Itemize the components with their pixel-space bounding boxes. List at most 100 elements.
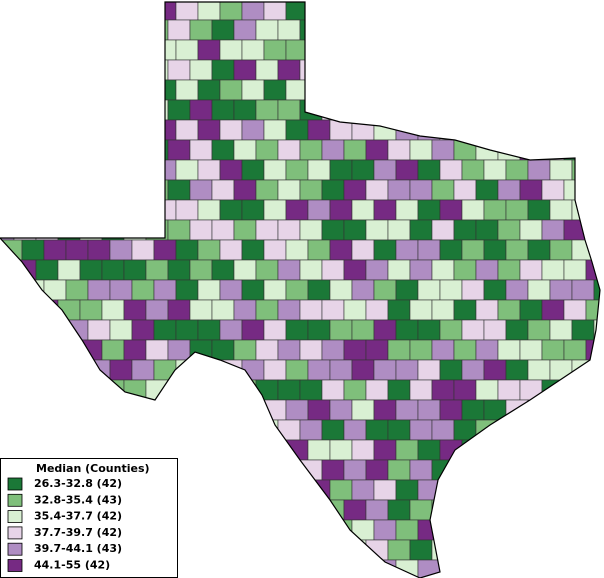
legend-swatch — [7, 559, 23, 572]
county — [263, 319, 287, 341]
county — [307, 159, 331, 181]
county — [549, 439, 573, 461]
county — [167, 219, 191, 241]
legend-swatch — [7, 542, 23, 556]
county — [167, 59, 191, 81]
county — [439, 279, 463, 301]
county — [175, 519, 199, 541]
county — [373, 239, 397, 261]
county — [365, 179, 389, 201]
county — [0, 2, 23, 21]
county — [175, 399, 199, 421]
county — [439, 2, 463, 21]
county — [79, 99, 103, 121]
county — [453, 259, 477, 281]
county — [417, 519, 441, 541]
county — [549, 39, 573, 61]
county — [527, 319, 551, 341]
county — [497, 179, 521, 201]
county — [461, 479, 485, 501]
county — [13, 179, 37, 201]
county — [417, 399, 441, 421]
county — [439, 199, 463, 221]
county — [585, 339, 600, 361]
county — [475, 99, 499, 121]
county — [549, 359, 573, 381]
county — [263, 559, 287, 578]
county — [101, 379, 125, 401]
county — [43, 39, 67, 61]
county — [373, 519, 397, 541]
county — [43, 359, 67, 381]
county — [175, 159, 199, 181]
county — [175, 119, 199, 141]
county — [365, 219, 389, 241]
county — [101, 299, 125, 321]
county — [387, 419, 411, 441]
county — [35, 379, 59, 401]
county — [549, 479, 573, 501]
county — [277, 299, 301, 321]
county — [417, 359, 441, 381]
county — [571, 519, 595, 541]
county — [109, 399, 133, 421]
county — [21, 359, 45, 381]
county — [0, 339, 15, 361]
county — [13, 339, 37, 361]
county — [563, 99, 587, 121]
county — [189, 499, 213, 521]
county — [307, 319, 331, 341]
county — [439, 559, 463, 578]
county — [571, 39, 595, 61]
county — [219, 479, 243, 501]
county — [585, 99, 600, 121]
county — [461, 119, 485, 141]
county — [505, 79, 529, 101]
county — [483, 479, 507, 501]
county — [563, 19, 587, 41]
county — [189, 19, 213, 41]
county — [505, 159, 529, 181]
county — [549, 399, 573, 421]
county — [329, 439, 353, 461]
county — [299, 19, 323, 41]
county — [21, 239, 45, 261]
county — [0, 19, 15, 41]
legend-label: 44.1-55 (42) — [34, 559, 110, 572]
county — [343, 339, 367, 361]
county — [585, 539, 600, 561]
county — [285, 239, 309, 261]
county — [189, 99, 213, 121]
county — [549, 239, 573, 261]
county — [373, 439, 397, 461]
county — [527, 399, 551, 421]
county — [343, 19, 367, 41]
county — [0, 419, 15, 441]
county — [365, 459, 389, 481]
county — [0, 379, 15, 401]
county — [571, 439, 595, 461]
county — [519, 59, 543, 81]
county — [541, 179, 565, 201]
county — [585, 139, 600, 161]
county — [307, 439, 331, 461]
county — [395, 239, 419, 261]
county — [0, 259, 15, 281]
county — [285, 279, 309, 301]
county — [321, 19, 345, 41]
county — [101, 99, 125, 121]
county — [541, 19, 565, 41]
county — [571, 279, 595, 301]
county — [483, 119, 507, 141]
county — [541, 259, 565, 281]
legend-box — [0, 458, 178, 578]
county — [211, 539, 235, 561]
county — [255, 299, 279, 321]
county — [233, 459, 257, 481]
county — [65, 399, 89, 421]
county — [343, 59, 367, 81]
county — [101, 419, 125, 441]
county — [123, 179, 147, 201]
county — [351, 2, 375, 21]
county — [585, 179, 600, 201]
